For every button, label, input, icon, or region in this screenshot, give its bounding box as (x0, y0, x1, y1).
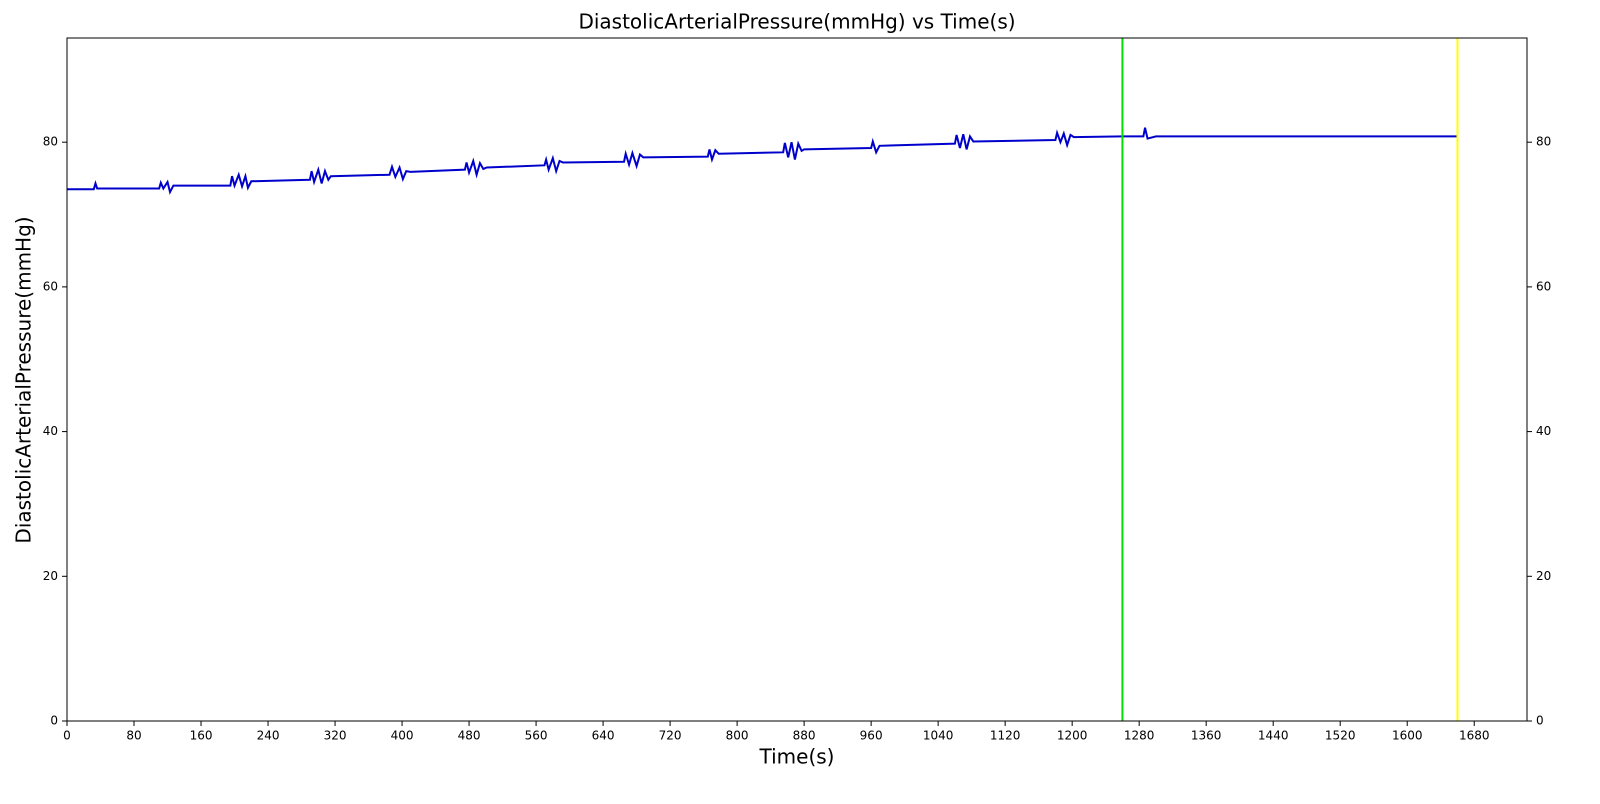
x-tick-label: 1200 (1057, 729, 1088, 743)
x-tick-label: 1680 (1459, 729, 1490, 743)
y-tick-label: 20 (43, 569, 58, 583)
x-tick-label: 240 (257, 729, 280, 743)
x-tick-label: 1600 (1392, 729, 1423, 743)
y2-tick-label: 60 (1536, 279, 1551, 293)
x-tick-label: 1520 (1325, 729, 1356, 743)
y2-tick-label: 0 (1536, 714, 1544, 728)
y2-tick-label: 80 (1536, 135, 1551, 149)
y2-tick-label: 40 (1536, 424, 1551, 438)
y2-tick-label: 20 (1536, 569, 1551, 583)
x-tick-label: 160 (190, 729, 213, 743)
x-tick-label: 880 (793, 729, 816, 743)
x-axis-label: Time(s) (759, 745, 835, 769)
y-tick-label: 0 (50, 714, 58, 728)
x-tick-label: 1280 (1124, 729, 1155, 743)
x-tick-label: 720 (659, 729, 682, 743)
x-tick-label: 80 (126, 729, 141, 743)
x-tick-label: 640 (592, 729, 615, 743)
x-tick-label: 960 (860, 729, 883, 743)
x-tick-label: 1040 (923, 729, 954, 743)
x-tick-label: 0 (63, 729, 71, 743)
chart-title: DiastolicArterialPressure(mmHg) vs Time(… (578, 10, 1015, 34)
y-tick-label: 80 (43, 135, 58, 149)
y-tick-label: 40 (43, 424, 58, 438)
x-tick-label: 480 (458, 729, 481, 743)
data-line (67, 127, 1458, 195)
x-tick-label: 1120 (990, 729, 1021, 743)
x-tick-label: 1360 (1191, 729, 1222, 743)
x-tick-label: 1440 (1258, 729, 1289, 743)
x-tick-label: 320 (324, 729, 347, 743)
plot-frame (66, 37, 1528, 722)
x-tick-label: 400 (391, 729, 414, 743)
x-tick-label: 560 (525, 729, 548, 743)
y-tick-label: 60 (43, 279, 58, 293)
y-axis-label: DiastolicArterialPressure(mmHg) (12, 216, 36, 543)
x-tick-label: 800 (726, 729, 749, 743)
